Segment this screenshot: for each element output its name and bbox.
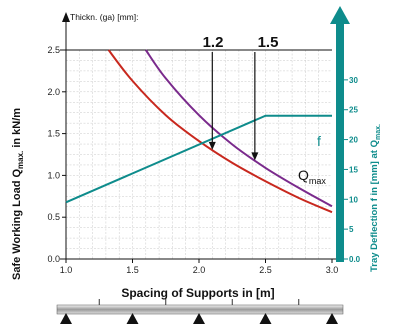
support-triangle-icon bbox=[126, 313, 139, 324]
y-axis-arrow-icon bbox=[62, 12, 70, 22]
qmax-main: Q bbox=[298, 167, 309, 183]
support-triangle-icon bbox=[259, 313, 272, 324]
support-triangle-icon bbox=[193, 313, 205, 324]
marker-arrow-icon bbox=[251, 152, 259, 161]
y-axis-label-main: Safe Working Load Q bbox=[11, 169, 23, 280]
beam-icon bbox=[56, 304, 344, 315]
y-axis-right bbox=[336, 22, 344, 262]
x-axis-label: Spacing of Supports in [m] bbox=[121, 286, 274, 300]
series-line-f bbox=[65, 114, 332, 204]
support-triangle-icon bbox=[326, 313, 338, 324]
y-tick-label: 1.5 bbox=[47, 129, 60, 139]
y-tick-label: 1.0 bbox=[47, 170, 60, 180]
y2-tick-label: 15 bbox=[349, 165, 358, 174]
y2-tick-label: 25 bbox=[349, 106, 358, 115]
y2-axis-arrow-icon bbox=[330, 6, 350, 24]
series-line-1-5 bbox=[144, 49, 333, 208]
marker-label-1-2: 1.2 bbox=[203, 34, 224, 51]
y-tick-label: 0.0 bbox=[47, 254, 60, 264]
y-tick-label: 0.5 bbox=[47, 212, 60, 222]
marker-arrow-icon bbox=[208, 141, 216, 150]
axis-ticks: 1.0 1.5 2.0 2.5 3.0 0.0 0.5 1.0 1.5 2.0 2.5 0.0 5 10 1… bbox=[47, 45, 360, 275]
y2-tick-label: 30 bbox=[349, 76, 358, 85]
marker-label-1-5: 1.5 bbox=[258, 34, 279, 51]
series-group bbox=[65, 49, 333, 214]
x-tick-label: 1.0 bbox=[60, 265, 73, 275]
support-beam-diagram bbox=[56, 299, 344, 324]
qmax-label: Qmax bbox=[298, 167, 326, 186]
thickness-label: Thickn. (ga) [mm]: bbox=[70, 12, 138, 22]
y-axis-label-unit: in kN/m bbox=[11, 108, 23, 151]
y2-tick-label: 0.0 bbox=[349, 255, 361, 264]
y-tick-label: 2.0 bbox=[47, 87, 60, 97]
supports-group bbox=[60, 299, 338, 324]
x-tick-label: 3.0 bbox=[326, 265, 339, 275]
marker-group bbox=[208, 52, 259, 161]
grid bbox=[66, 50, 332, 259]
y2-tick-label: 5 bbox=[349, 225, 354, 234]
f-label: f bbox=[317, 133, 321, 149]
y2-axis-label-sub: max. bbox=[375, 124, 382, 140]
y-axis-label: Safe Working Load Qmax. in kN/m bbox=[11, 108, 25, 280]
qmax-subscript: max bbox=[309, 176, 327, 186]
y2-tick-label: 10 bbox=[349, 195, 358, 204]
series-line-1-2 bbox=[107, 49, 333, 214]
x-tick-label: 2.5 bbox=[259, 265, 272, 275]
y-tick-label: 2.5 bbox=[47, 45, 60, 55]
x-tick-label: 2.0 bbox=[193, 265, 206, 275]
y2-axis-label: Tray Deflection f in [mm] at Qmax. bbox=[369, 124, 382, 272]
y2-axis-label-main: Tray Deflection f in [mm] at Q bbox=[369, 140, 380, 272]
y2-tick-label: 20 bbox=[349, 136, 358, 145]
x-tick-label: 1.5 bbox=[126, 265, 139, 275]
support-triangle-icon bbox=[60, 313, 72, 324]
y-axis-label-sub: max. bbox=[16, 151, 25, 169]
